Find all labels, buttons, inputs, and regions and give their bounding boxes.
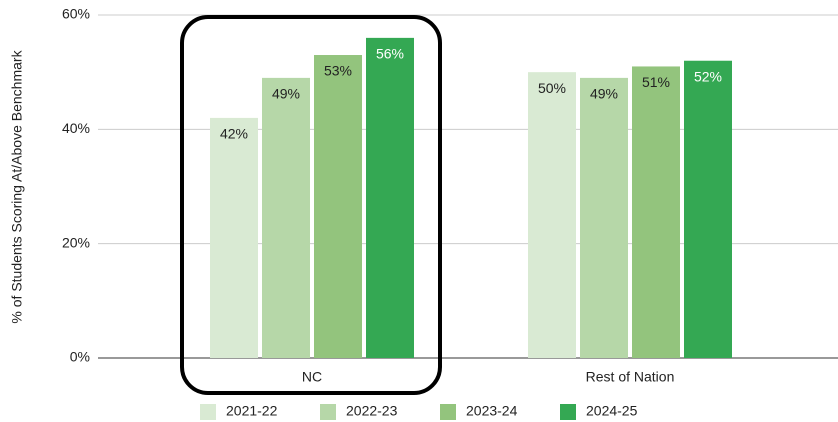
legend-label: 2024-25 (586, 403, 638, 419)
bar (632, 66, 680, 358)
y-tick-label: 60% (62, 6, 90, 22)
bar (366, 37, 414, 358)
value-label: 52% (694, 68, 722, 84)
x-tick-label: Rest of Nation (586, 369, 675, 385)
value-label: 49% (590, 86, 618, 102)
value-label: 53% (324, 63, 352, 79)
y-tick-label: 0% (70, 349, 90, 365)
legend-swatch (200, 404, 216, 420)
legend-swatch (440, 404, 456, 420)
bar (580, 77, 628, 358)
legend-swatch (320, 404, 336, 420)
y-tick-label: 20% (62, 234, 90, 250)
bar (262, 77, 310, 358)
legend-swatch (560, 404, 576, 420)
x-tick-label: NC (302, 369, 322, 385)
legend-label: 2023-24 (466, 403, 518, 419)
y-axis-label: % of Students Scoring At/Above Benchmark (9, 49, 25, 323)
highlight-box (180, 15, 442, 395)
legend-label: 2021-22 (226, 403, 278, 419)
bar (314, 55, 362, 359)
legend-label: 2022-23 (346, 403, 398, 419)
bar (210, 117, 258, 359)
value-label: 56% (376, 46, 404, 62)
bar (684, 60, 732, 358)
value-label: 50% (538, 80, 566, 96)
value-label: 49% (272, 86, 300, 102)
value-label: 42% (220, 126, 248, 142)
bar (528, 72, 576, 359)
y-tick-label: 40% (62, 120, 90, 136)
value-label: 51% (642, 74, 670, 90)
